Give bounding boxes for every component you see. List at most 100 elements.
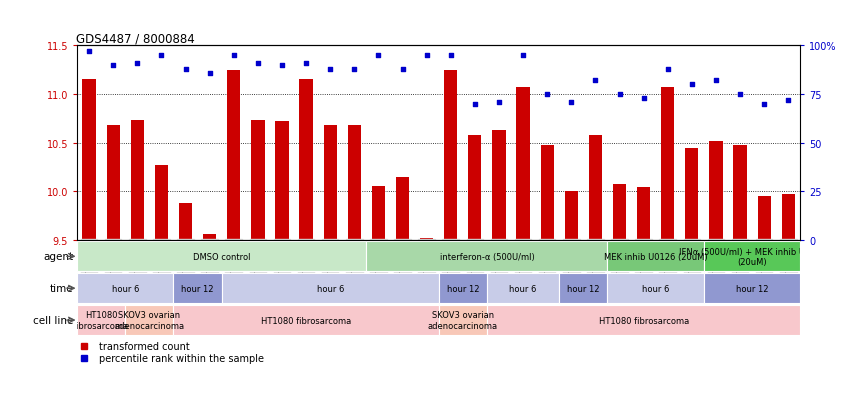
Point [734,91,747,98]
Bar [613,185,626,240]
Bar [227,71,241,240]
Point [203,70,217,77]
Point [179,66,193,73]
Point [130,60,144,67]
Text: HT1080 fibrosarcoma: HT1080 fibrosarcoma [261,316,351,325]
Text: hour 12: hour 12 [447,284,479,293]
Text: time: time [50,283,74,294]
Bar [174,273,222,303]
Bar [372,187,385,240]
Text: GDS4487 / 8000884: GDS4487 / 8000884 [76,32,195,45]
Text: hour 6: hour 6 [509,284,537,293]
Bar [324,126,336,240]
Point [589,78,603,85]
Bar [468,135,481,240]
Point [564,99,578,106]
Bar [608,273,704,303]
Point [516,53,530,59]
Bar [559,273,608,303]
Bar [541,145,554,240]
Bar [758,197,770,240]
Text: cell line: cell line [33,315,74,325]
Bar [300,80,312,240]
Text: hour 12: hour 12 [736,284,769,293]
Bar [77,273,174,303]
Text: interferon-α (500U/ml): interferon-α (500U/ml) [439,252,534,261]
Text: IFNα (500U/ml) + MEK inhib U0126
(20uM): IFNα (500U/ml) + MEK inhib U0126 (20uM) [679,247,826,266]
Point [637,95,651,102]
Point [106,62,120,69]
Bar [179,204,192,240]
Point [685,82,698,88]
Point [709,78,722,85]
Bar [276,122,288,240]
Point [324,66,337,73]
Bar [686,148,698,240]
Bar [734,145,746,240]
Bar [444,71,457,240]
Text: HT1080 fibrosarcoma: HT1080 fibrosarcoma [598,316,689,325]
Bar [438,305,487,335]
Text: transformed count: transformed count [98,341,189,351]
Bar [174,305,438,335]
Text: hour 12: hour 12 [568,284,599,293]
Bar [348,126,361,240]
Point [782,97,795,104]
Bar [203,235,217,240]
Point [661,66,675,73]
Bar [487,305,800,335]
Point [444,53,458,59]
Point [758,101,771,108]
Bar [131,121,144,240]
Bar [125,305,174,335]
Point [419,53,433,59]
Point [348,66,361,73]
Text: HT1080
fibrosarcoma: HT1080 fibrosarcoma [74,311,128,330]
Bar [487,273,559,303]
Point [251,60,265,67]
Bar [637,188,651,240]
Text: hour 6: hour 6 [642,284,669,293]
Text: MEK inhib U0126 (20uM): MEK inhib U0126 (20uM) [603,252,708,261]
Bar [492,131,506,240]
Bar [420,238,433,240]
Point [613,91,627,98]
Bar [661,88,675,240]
Bar [366,242,608,272]
Bar [107,126,120,240]
Bar [704,242,800,272]
Bar [77,242,366,272]
Bar [82,80,96,240]
Bar [77,305,125,335]
Bar [438,273,487,303]
Point [275,62,288,69]
Text: hour 6: hour 6 [111,284,139,293]
Bar [516,88,530,240]
Point [468,101,482,108]
Bar [782,195,795,240]
Bar [589,135,602,240]
Bar [608,242,704,272]
Text: SKOV3 ovarian
adenocarcinoma: SKOV3 ovarian adenocarcinoma [115,311,184,330]
Text: DMSO control: DMSO control [193,252,251,261]
Bar [704,273,800,303]
Point [540,91,554,98]
Bar [396,177,409,240]
Text: SKOV3 ovarian
adenocarcinoma: SKOV3 ovarian adenocarcinoma [428,311,498,330]
Point [395,66,409,73]
Text: percentile rank within the sample: percentile rank within the sample [98,353,264,363]
Bar [710,141,722,240]
Bar [155,166,168,240]
Bar [565,192,578,240]
Point [300,60,313,67]
Point [82,49,96,55]
Point [227,53,241,59]
Text: agent: agent [44,252,74,262]
Bar [252,121,265,240]
Point [372,53,385,59]
Point [155,53,169,59]
Bar [222,273,439,303]
Text: hour 12: hour 12 [181,284,214,293]
Text: hour 6: hour 6 [317,284,344,293]
Point [492,99,506,106]
